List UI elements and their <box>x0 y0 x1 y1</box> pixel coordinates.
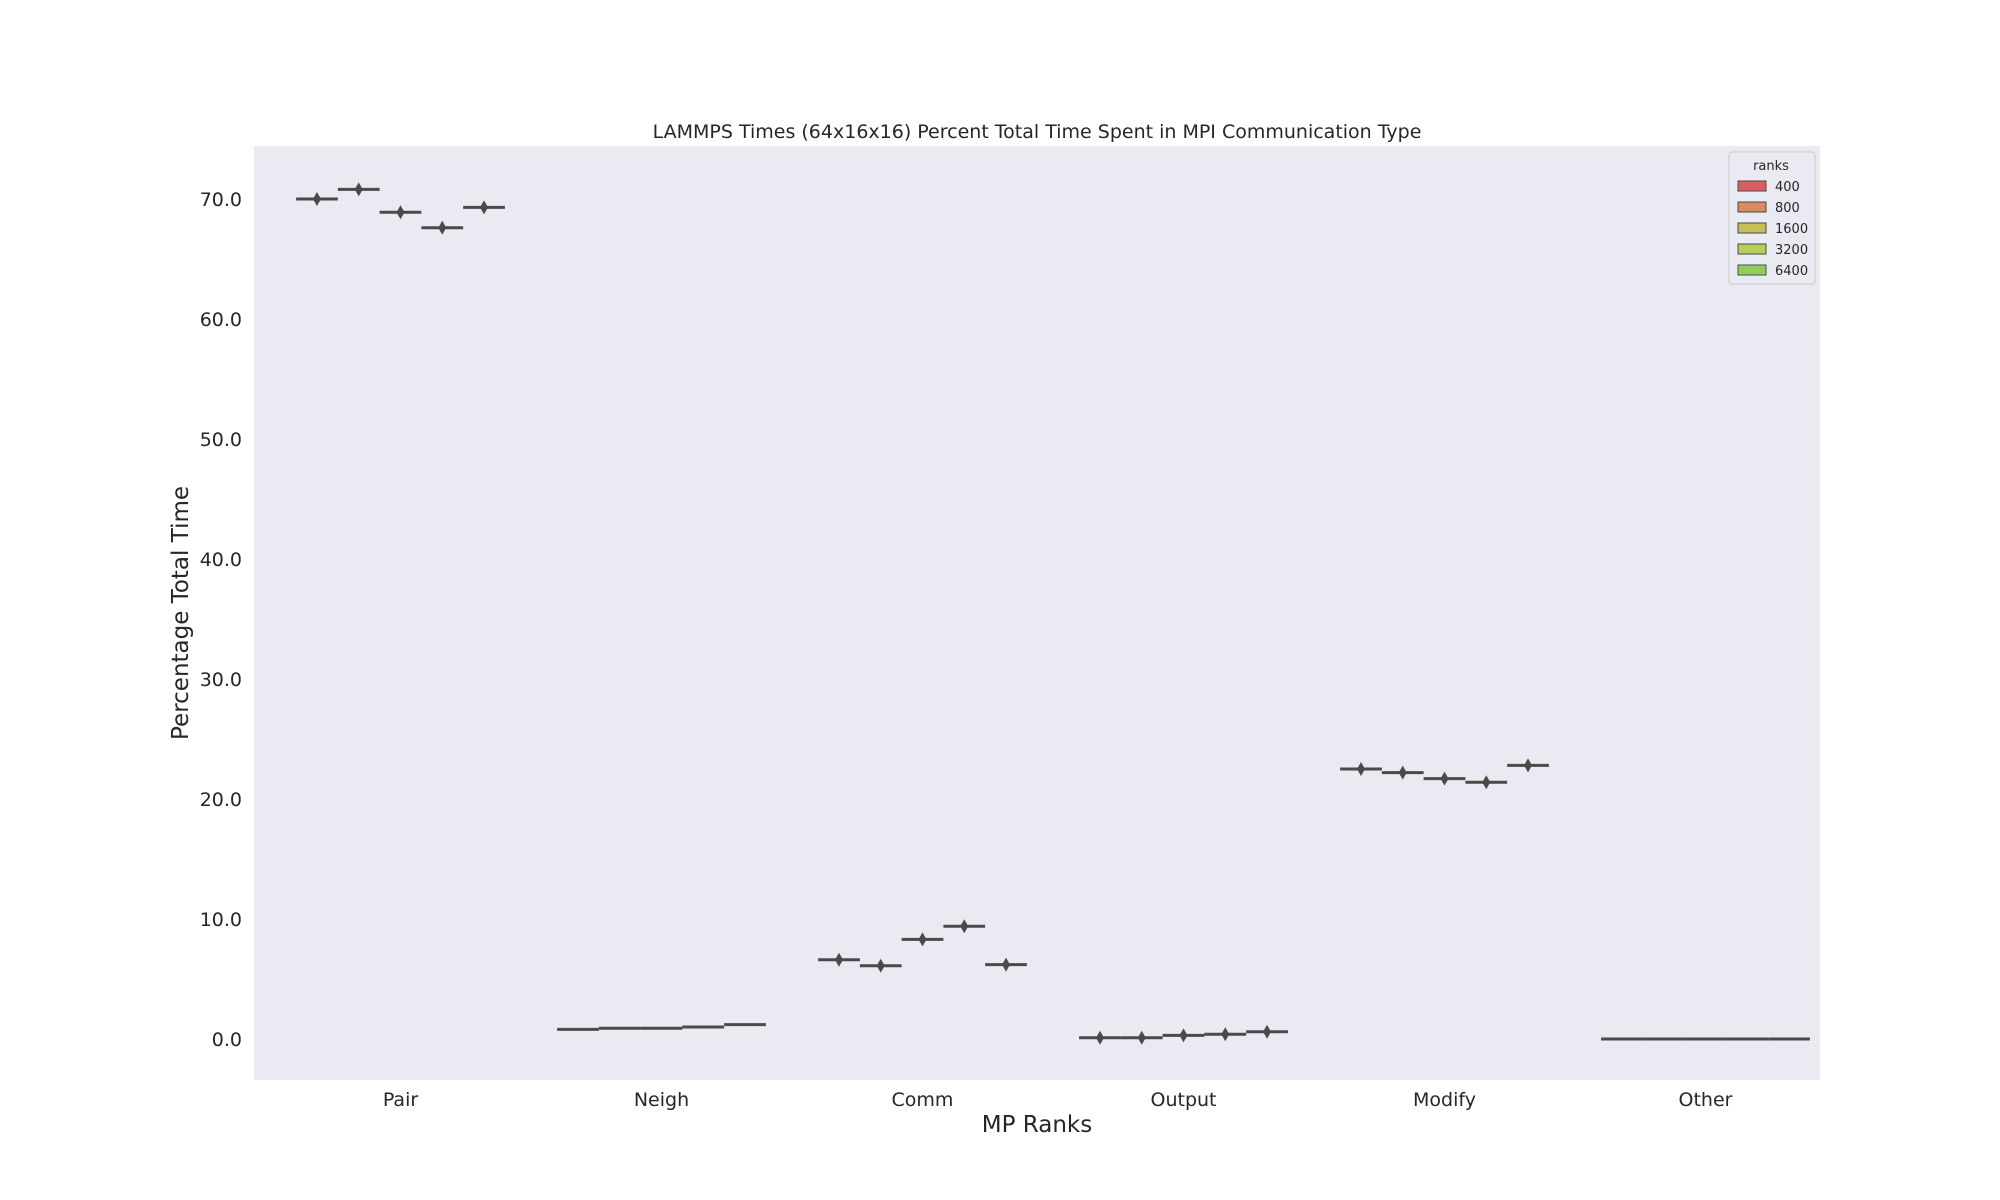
violin-mark <box>818 952 860 967</box>
violin-mark <box>901 932 944 947</box>
y-tick-label: 70.0 <box>200 189 242 211</box>
y-tick-label: 60.0 <box>200 309 242 331</box>
violin-body <box>1356 762 1365 776</box>
violin-body <box>960 919 969 934</box>
legend-label: 6400 <box>1775 264 1808 279</box>
violin-mark <box>1423 771 1466 786</box>
violin-mark <box>943 919 986 934</box>
legend-label: 1600 <box>1775 222 1808 237</box>
y-tick-label: 20.0 <box>200 789 242 811</box>
y-tick-label: 30.0 <box>200 669 242 691</box>
y-axis-label: Percentage Total Time <box>168 486 194 740</box>
x-tick-label: Other <box>1679 1089 1733 1111</box>
violin-mark <box>1204 1027 1247 1042</box>
chart-title: LAMMPS Times (64x16x16) Percent Total Ti… <box>653 121 1422 143</box>
violin-mark <box>296 192 338 206</box>
legend-title: ranks <box>1753 159 1789 174</box>
violin-mark <box>1465 775 1508 790</box>
legend-label: 400 <box>1775 180 1800 195</box>
violin-body <box>312 192 321 206</box>
y-tick-label: 50.0 <box>200 429 242 451</box>
violin-mark <box>1246 1024 1288 1039</box>
plot-area <box>254 146 1820 1080</box>
violin-body <box>438 220 447 235</box>
violin-body <box>1440 771 1449 786</box>
y-tick-label: 0.0 <box>212 1029 242 1051</box>
violin-body <box>354 182 363 197</box>
violin-body <box>1482 775 1491 790</box>
legend-swatch <box>1737 264 1767 276</box>
x-tick-label: Pair <box>383 1089 419 1111</box>
y-tick-label: 40.0 <box>200 549 242 571</box>
violin-body <box>1002 957 1011 972</box>
violin-body <box>1179 1028 1188 1043</box>
violin-mark <box>1381 765 1424 780</box>
violin-mark <box>1507 758 1549 773</box>
violin-body <box>1524 758 1533 773</box>
violin-mark <box>859 958 902 973</box>
legend-label: 800 <box>1775 201 1800 216</box>
x-tick-label: Neigh <box>634 1089 689 1111</box>
violin-mark <box>337 182 380 197</box>
violin-body <box>918 932 927 947</box>
x-axis-label: MP Ranks <box>982 1112 1092 1138</box>
violin-body <box>1137 1030 1146 1045</box>
violin-mark <box>421 220 464 235</box>
x-axis-ticks: Pair Neigh Comm Output Modify Other <box>383 1089 1733 1111</box>
legend-swatch <box>1737 222 1767 234</box>
x-tick-label: Comm <box>892 1089 954 1111</box>
y-tick-label: 10.0 <box>200 909 242 931</box>
violin-mark <box>463 200 505 215</box>
violin-marks <box>296 182 1810 1045</box>
violin-mark <box>379 205 422 220</box>
violin-mark <box>1120 1030 1163 1045</box>
violin-body <box>1398 765 1407 780</box>
legend-swatch <box>1737 201 1767 213</box>
violin-mark <box>985 957 1027 972</box>
legend-swatch <box>1737 243 1767 255</box>
x-tick-label: Output <box>1151 1089 1217 1111</box>
violin-mark <box>1340 762 1382 776</box>
legend-swatch <box>1737 180 1767 192</box>
legend-items: 400 800 1600 3200 6400 <box>1737 180 1808 279</box>
violin-body <box>1221 1027 1230 1042</box>
violin-body <box>1095 1030 1104 1045</box>
x-tick-label: Modify <box>1413 1089 1476 1111</box>
violin-mark <box>1162 1028 1205 1043</box>
legend-label: 3200 <box>1775 243 1808 258</box>
violin-body <box>834 952 843 967</box>
legend: ranks 400 800 1600 3200 6400 <box>1728 151 1816 285</box>
violin-body <box>1263 1024 1272 1039</box>
y-axis-ticks: 0.0 10.0 20.0 30.0 40.0 50.0 60.0 70.0 <box>200 189 242 1051</box>
violin-body <box>396 205 405 220</box>
violin-body <box>876 958 885 973</box>
violin-body <box>480 200 489 215</box>
violin-mark <box>1079 1030 1121 1045</box>
